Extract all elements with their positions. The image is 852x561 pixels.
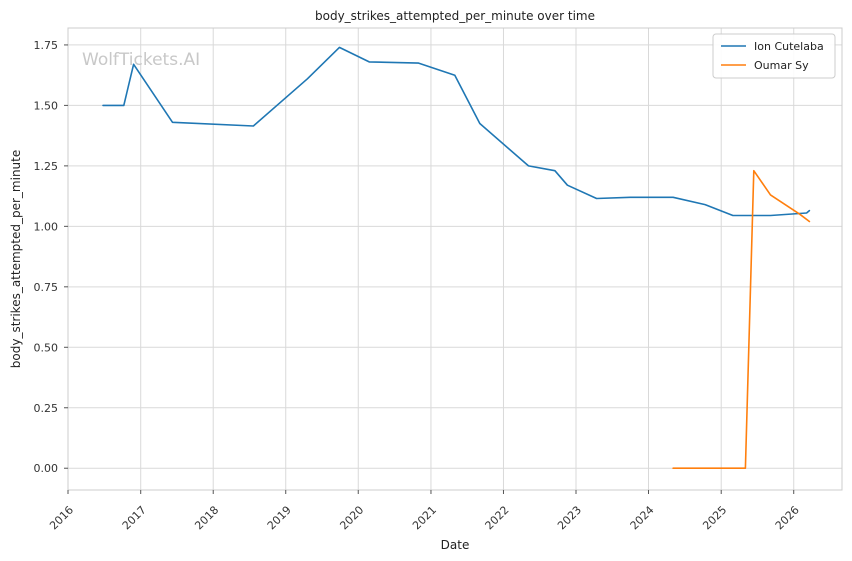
y-axis-ticks: 0.00 0.25 0.50 0.75 1.00 1.25 1.50 1.75 bbox=[34, 39, 68, 475]
series-line-ion-cutelaba bbox=[102, 46, 811, 217]
plot-area-background bbox=[68, 28, 842, 490]
legend: Ion Cutelaba Oumar Sy bbox=[712, 33, 836, 79]
watermark: WolfTickets.AI bbox=[82, 50, 200, 70]
x-tick-label: 2019 bbox=[265, 503, 294, 532]
x-tick-label: 2023 bbox=[555, 503, 584, 532]
x-tick-label: 2017 bbox=[120, 503, 149, 532]
x-tick-label: 2024 bbox=[628, 503, 657, 532]
legend-label-oumar-sy: Oumar Sy bbox=[754, 59, 809, 72]
y-tick-label: 0.00 bbox=[34, 462, 59, 475]
y-axis-title: body_strikes_attempted_per_minute bbox=[9, 150, 23, 368]
x-tick-label: 2022 bbox=[483, 503, 512, 532]
y-tick-label: 1.00 bbox=[34, 220, 59, 233]
y-tick-label: 1.50 bbox=[34, 99, 59, 112]
legend-box bbox=[712, 33, 836, 79]
grid bbox=[67, 28, 842, 490]
y-tick-label: 1.25 bbox=[34, 160, 59, 173]
x-tick-label: 2026 bbox=[773, 503, 802, 532]
legend-label-ion-cutelaba: Ion Cutelaba bbox=[754, 40, 824, 53]
y-tick-label: 0.50 bbox=[34, 341, 59, 354]
series-line-oumar-sy bbox=[672, 169, 811, 470]
y-tick-label: 0.25 bbox=[34, 402, 59, 415]
x-axis-title: Date bbox=[441, 538, 470, 552]
x-tick-label: 2020 bbox=[337, 503, 366, 532]
series-layer bbox=[102, 46, 811, 470]
plot-frame bbox=[67, 27, 843, 491]
x-tick-label: 2025 bbox=[700, 503, 729, 532]
x-tick-label: 2016 bbox=[47, 503, 76, 532]
y-tick-label: 0.75 bbox=[34, 281, 59, 294]
x-axis-ticks: 2016 2017 2018 2019 2020 2021 2022 2023 2024 2025… bbox=[47, 490, 802, 532]
chart-title: body_strikes_attempted_per_minute over t… bbox=[315, 9, 595, 23]
x-tick-label: 2018 bbox=[192, 503, 221, 532]
x-tick-label: 2021 bbox=[410, 503, 439, 532]
y-tick-label: 1.75 bbox=[34, 39, 59, 52]
